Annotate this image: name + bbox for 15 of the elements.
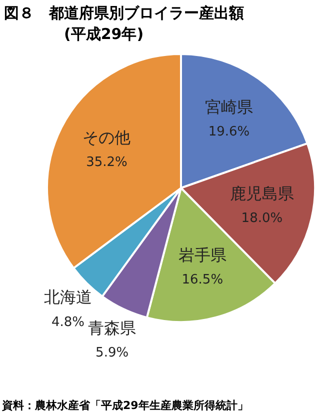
slice-label: 青森県 <box>88 318 136 338</box>
chart-title: 図８ 都道府県別ブロイラー産出額 <box>4 4 244 23</box>
data-label: 16.5% <box>182 272 224 288</box>
slice-label: その他 <box>82 128 131 147</box>
slice-label: 宮崎県 <box>204 97 253 116</box>
chart-subtitle: (平成29年) <box>64 25 144 44</box>
data-label: 19.6% <box>208 124 250 140</box>
slice-label: 鹿児島県 <box>230 184 294 203</box>
data-label: 18.0% <box>241 211 283 226</box>
data-label: 35.2% <box>86 155 128 170</box>
data-label: 4.8% <box>52 314 85 330</box>
slice-label: 岩手県 <box>178 245 226 264</box>
text: 資料：農林水産省「平成29年生産農業所得統計」 <box>2 398 248 413</box>
slice-label: 北海道 <box>44 288 92 307</box>
data-label: 5.9% <box>96 346 129 361</box>
